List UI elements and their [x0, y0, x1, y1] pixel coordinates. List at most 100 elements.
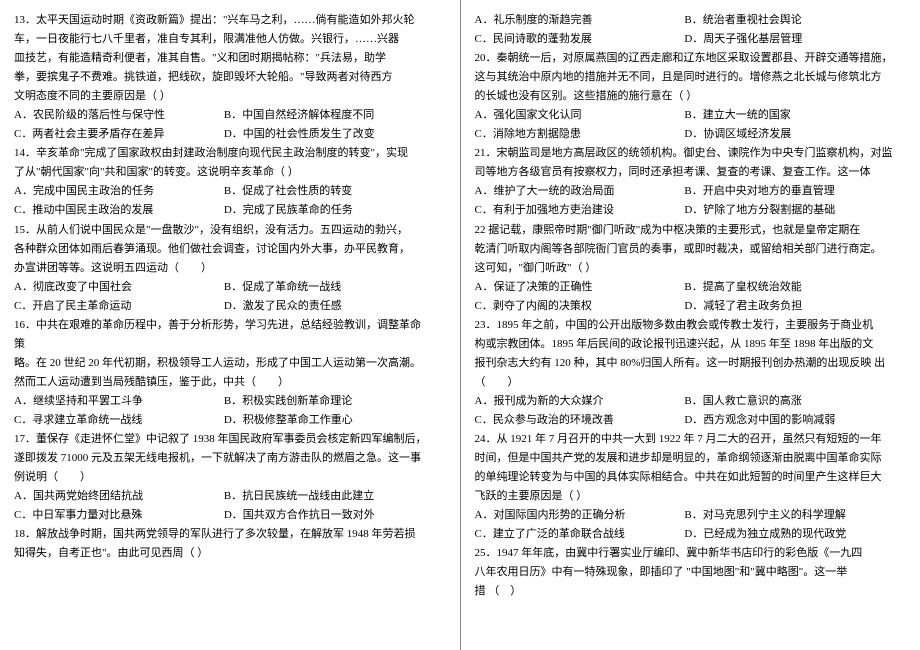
- q21-opt-b: B．开启中央对地方的垂直管理: [684, 183, 891, 200]
- q14-options: C．推动中国民主政治的发展 D．完成了民族革命的任务: [14, 202, 446, 219]
- q20-opt-a: A．强化国家文化认同: [475, 107, 682, 124]
- q15-opt-a: A．彻底改变了中国社会: [14, 279, 221, 296]
- q21-options: A．维护了大一统的政治局面 B．开启中央对地方的垂直管理: [475, 183, 907, 200]
- right-column: A．礼乐制度的渐趋完善 B．统治者重视社会舆论 C．民间诗歌的蓬勃发展 D．周天…: [461, 0, 920, 650]
- q13-stem: 皿技艺，有能造精奇利便者，准其自售。"义和团时期揭帖称："兵法易，助学: [14, 50, 446, 67]
- q18-options: C．民间诗歌的蓬勃发展 D．周天子强化基层管理: [475, 31, 907, 48]
- q20-opt-c: C．消除地方割据隐患: [475, 126, 682, 143]
- q14-options: A．完成中国民主政治的任务 B．促成了社会性质的转变: [14, 183, 446, 200]
- q25-stem: 25．1947 年年底，由冀中行署实业厅编印、冀中新华书店印行的彩色版《一九四: [475, 545, 907, 562]
- q24-opt-b: B．对马克思列宁主义的科学理解: [684, 507, 891, 524]
- q24-options: A．对国际国内形势的正确分析 B．对马克思列宁主义的科学理解: [475, 507, 907, 524]
- q17-stem: 例说明（ ）: [14, 469, 446, 486]
- q20-opt-d: D．协调区域经济发展: [684, 126, 891, 143]
- q22-opt-d: D．减轻了君主政务负担: [684, 298, 891, 315]
- q21-opt-a: A．维护了大一统的政治局面: [475, 183, 682, 200]
- q23-opt-b: B．国人救亡意识的高涨: [684, 393, 891, 410]
- q14-opt-b: B．促成了社会性质的转变: [224, 183, 431, 200]
- q20-stem: 这与其统治中原内地的措施并无不同，且是同时进行的。增修燕之北长城与修筑北方: [475, 69, 907, 86]
- q15-options: C．开启了民主革命运动 D．激发了民众的责任感: [14, 298, 446, 315]
- q16-opt-c: C．寻求建立革命统一战线: [14, 412, 221, 429]
- q17-stem: 17．董保存《走进怀仁堂》中记叙了 1938 年国民政府军事委员会核定新四军编制…: [14, 431, 446, 448]
- q13-options: C．两者社会主要矛盾存在差异 D．中国的社会性质发生了改变: [14, 126, 446, 143]
- q22-opt-a: A．保证了决策的正确性: [475, 279, 682, 296]
- q16-opt-b: B．积极实践创新革命理论: [224, 393, 431, 410]
- q16-stem: 策: [14, 336, 446, 353]
- q22-opt-c: C．剥夺了内阁的决策权: [475, 298, 682, 315]
- q16-opt-d: D．积极修整革命工作重心: [224, 412, 431, 429]
- q15-stem: 15．从前人们说中国民众是"一盘散沙"，没有组织，没有活力。五四运动的勃兴，: [14, 222, 446, 239]
- q14-stem: 14．辛亥革命"完成了国家政权由封建政治制度向现代民主政治制度的转变"，实现: [14, 145, 446, 162]
- q22-options: C．剥夺了内阁的决策权 D．减轻了君主政务负担: [475, 298, 907, 315]
- q14-opt-d: D．完成了民族革命的任务: [224, 202, 431, 219]
- q20-stem: 的长城也没有区别。这些措施的施行意在（ ）: [475, 88, 907, 105]
- q22-stem: 22 据记载，康熙帝时期"御门听政"成为中枢决策的主要形式，也就是皇帝定期在: [475, 222, 907, 239]
- q17-opt-c: C．中日军事力量对比悬殊: [14, 507, 221, 524]
- q15-stem: 办宣讲团等等。这说明五四运动（ ）: [14, 260, 446, 277]
- q13-opt-a: A．农民阶级的落后性与保守性: [14, 107, 221, 124]
- q17-options: C．中日军事力量对比悬殊 D．国共双方合作抗日一致对外: [14, 507, 446, 524]
- q24-stem: 时间，但是中国共产党的发展和进步却是明显的，革命纲领逐渐由脱离中国革命实际: [475, 450, 907, 467]
- q22-stem: 这可知，"御门听政"（ ）: [475, 260, 907, 277]
- q18-options: A．礼乐制度的渐趋完善 B．统治者重视社会舆论: [475, 12, 907, 29]
- q17-opt-d: D．国共双方合作抗日一致对外: [224, 507, 431, 524]
- q24-options: C．建立了广泛的革命联合战线 D．已经成为独立成熟的现代政党: [475, 526, 907, 543]
- q18-opt-c: C．民间诗歌的蓬勃发展: [475, 31, 682, 48]
- q13-opt-d: D．中国的社会性质发生了改变: [224, 126, 431, 143]
- q15-stem: 各种群众团体如雨后春笋涌现。他们做社会调查，讨论国内外大事，办平民教育，: [14, 241, 446, 258]
- q15-opt-c: C．开启了民主革命运动: [14, 298, 221, 315]
- q13-opt-b: B．中国自然经济解体程度不同: [224, 107, 431, 124]
- q21-stem: 司等地方各级官员有按察权力，同时还承担考课、复查的考课、复查工作。这一体: [475, 164, 907, 181]
- q23-stem: （ ）: [475, 374, 907, 391]
- q16-stem: 然而工人运动遭到当局残酷镇压，鉴于此，中共（ ）: [14, 374, 446, 391]
- q14-stem: 了从"朝代国家"向"共和国家"的转变。这说明辛亥革命（ ）: [14, 164, 446, 181]
- q21-stem: 21．宋朝监司是地方高层政区的统领机构。御史台、谏院作为中央专门监察机构，对监: [475, 145, 907, 162]
- q22-stem: 乾清门听取内阁等各部院衙门官员的奏事，或即时裁决，或留给相关部门进行商定。: [475, 241, 907, 258]
- q18-stem: 知得失，自考正也"。由此可见西周（ ）: [14, 545, 446, 562]
- q20-options: A．强化国家文化认同 B．建立大一统的国家: [475, 107, 907, 124]
- q23-stem: 构或宗教团体。1895 年后民间的政论报刊迅速兴起，从 1895 年至 1898…: [475, 336, 907, 353]
- q23-stem: 报刊杂志大约有 120 种，其中 80%归国人所有。这一时期报刊创办热潮的出现反…: [475, 355, 907, 372]
- q21-opt-d: D．铲除了地方分裂割据的基础: [684, 202, 891, 219]
- q13-opt-c: C．两者社会主要矛盾存在差异: [14, 126, 221, 143]
- q20-options: C．消除地方割据隐患 D．协调区域经济发展: [475, 126, 907, 143]
- q13-stem: 拳，要摈鬼子不费难。挑铁道，把线砍，旋即毁坏大轮船。"导致两者对待西方: [14, 69, 446, 86]
- q25-stem: 措 （ ）: [475, 583, 907, 600]
- q17-options: A．国共两党始终团结抗战 B．抗日民族统一战线由此建立: [14, 488, 446, 505]
- q16-options: A．继续坚持和平罢工斗争 B．积极实践创新革命理论: [14, 393, 446, 410]
- q17-opt-b: B．抗日民族统一战线由此建立: [224, 488, 431, 505]
- q23-opt-d: D．西方观念对中国的影响减弱: [684, 412, 891, 429]
- q23-options: A．报刊成为新的大众媒介 B．国人救亡意识的高涨: [475, 393, 907, 410]
- q13-options: A．农民阶级的落后性与保守性 B．中国自然经济解体程度不同: [14, 107, 446, 124]
- q22-options: A．保证了决策的正确性 B．提高了皇权统治效能: [475, 279, 907, 296]
- q23-options: C．民众参与政治的环境改善 D．西方观念对中国的影响减弱: [475, 412, 907, 429]
- q16-stem: 略。在 20 世纪 20 年代初期，积极领导工人运动，形成了中国工人运动第一次高…: [14, 355, 446, 372]
- q21-opt-c: C．有利于加强地方吏治建设: [475, 202, 682, 219]
- q20-stem: 20．秦朝统一后，对原属燕国的辽西走廊和辽东地区采取设置郡县、开辟交通等措施，: [475, 50, 907, 67]
- q15-opt-b: B．促成了革命统一战线: [224, 279, 431, 296]
- q17-stem: 遂即拨发 71000 元及五架无线电报机，一下就解决了南方游击队的燃眉之急。这一…: [14, 450, 446, 467]
- q13-stem: 车，一日夜能行七八千里者，准自专其利，限满准他人仿做。兴银行，……兴器: [14, 31, 446, 48]
- q15-opt-d: D．激发了民众的责任感: [224, 298, 431, 315]
- q13-stem: 13．太平天国运动时期《资政新篇》提出："兴车马之利，……倘有能造如外邦火轮: [14, 12, 446, 29]
- q15-options: A．彻底改变了中国社会 B．促成了革命统一战线: [14, 279, 446, 296]
- q25-stem: 八年农用日历》中有一特殊现象，即插印了 "中国地图"和"冀中略图"。这一举: [475, 564, 907, 581]
- q17-opt-a: A．国共两党始终团结抗战: [14, 488, 221, 505]
- q23-opt-c: C．民众参与政治的环境改善: [475, 412, 682, 429]
- left-column: 13．太平天国运动时期《资政新篇》提出："兴车马之利，……倘有能造如外邦火轮 车…: [0, 0, 460, 650]
- q16-stem: 16．中共在艰难的革命历程中，善于分析形势，学习先进，总结经验教训，调整革命: [14, 317, 446, 334]
- q14-opt-a: A．完成中国民主政治的任务: [14, 183, 221, 200]
- q24-stem: 24．从 1921 年 7 月召开的中共一大到 1922 年 7 月二大的召开，…: [475, 431, 907, 448]
- q18-opt-b: B．统治者重视社会舆论: [684, 12, 891, 29]
- q22-opt-b: B．提高了皇权统治效能: [684, 279, 891, 296]
- q23-stem: 23．1895 年之前，中国的公开出版物多数由教会或传教士发行，主要服务于商业机: [475, 317, 907, 334]
- q24-opt-c: C．建立了广泛的革命联合战线: [475, 526, 682, 543]
- page: 13．太平天国运动时期《资政新篇》提出："兴车马之利，……倘有能造如外邦火轮 车…: [0, 0, 920, 650]
- q18-stem: 18．解放战争时期，国共两党领导的军队进行了多次较量，在解放军 1948 年劳若…: [14, 526, 446, 543]
- q13-stem: 文明态度不同的主要原因是（ ）: [14, 88, 446, 105]
- q16-opt-a: A．继续坚持和平罢工斗争: [14, 393, 221, 410]
- q18-opt-d: D．周天子强化基层管理: [684, 31, 891, 48]
- q18-opt-a: A．礼乐制度的渐趋完善: [475, 12, 682, 29]
- q14-opt-c: C．推动中国民主政治的发展: [14, 202, 221, 219]
- q24-stem: 的单纯理论转变为与中国的具体实际相结合。中共在如此短暂的时间里产生这样巨大: [475, 469, 907, 486]
